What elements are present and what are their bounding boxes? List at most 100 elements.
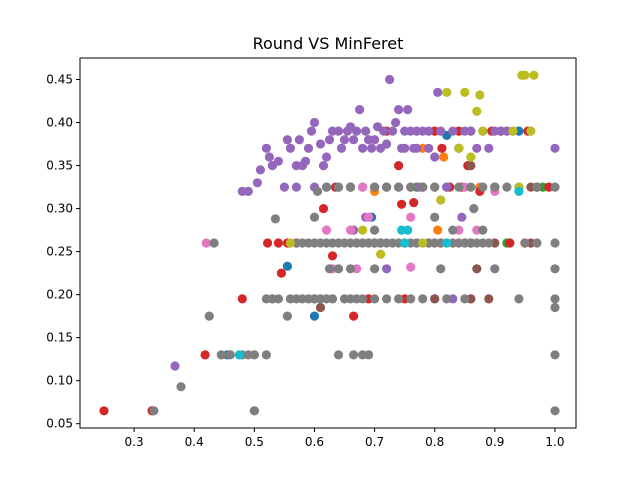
data-point — [358, 225, 368, 235]
data-point — [484, 238, 494, 248]
data-point — [505, 238, 515, 248]
data-point — [448, 126, 458, 136]
data-point — [442, 87, 452, 97]
data-point — [382, 294, 392, 304]
data-point — [170, 361, 180, 371]
data-point — [469, 204, 479, 214]
data-point — [303, 143, 314, 153]
data-point — [391, 117, 401, 128]
data-point — [367, 143, 377, 153]
data-point — [400, 143, 410, 153]
x-tick-label: 0.8 — [425, 435, 444, 449]
data-point — [526, 126, 536, 136]
x-tick-label: 0.7 — [365, 435, 384, 449]
data-point — [433, 87, 443, 97]
data-point — [532, 238, 542, 248]
data-point — [433, 225, 443, 235]
data-point — [294, 135, 304, 145]
data-point — [379, 126, 389, 136]
data-point — [282, 311, 292, 321]
data-point — [237, 294, 247, 304]
data-point — [327, 294, 338, 304]
data-point — [263, 238, 273, 248]
data-point — [255, 165, 265, 175]
y-tick-label: 0.45 — [46, 73, 73, 87]
data-point — [273, 156, 283, 166]
data-point — [327, 251, 338, 261]
data-point — [484, 143, 494, 153]
data-point — [382, 264, 392, 274]
data-point — [472, 264, 482, 274]
data-point — [490, 264, 500, 274]
data-point — [201, 238, 211, 248]
x-tick-label: 0.6 — [305, 435, 324, 449]
data-point — [216, 350, 226, 360]
data-point — [550, 238, 560, 248]
data-point — [312, 186, 323, 196]
plot-area-frame — [79, 57, 577, 429]
data-point — [279, 182, 289, 192]
data-point — [321, 152, 332, 162]
data-point — [460, 87, 470, 97]
data-point — [297, 161, 307, 171]
data-point — [315, 302, 326, 313]
data-point — [430, 212, 440, 222]
data-point — [321, 225, 332, 235]
data-point — [252, 178, 262, 188]
data-point — [430, 182, 440, 192]
data-point — [333, 182, 344, 192]
data-point — [475, 90, 485, 100]
data-point — [318, 204, 329, 214]
data-point — [309, 311, 320, 321]
data-point — [406, 262, 416, 272]
data-point — [225, 350, 235, 360]
data-point — [430, 152, 440, 162]
y-tick-label: 0.10 — [46, 374, 73, 388]
data-point — [394, 161, 404, 171]
data-point — [176, 382, 186, 392]
x-tick-label: 0.9 — [485, 435, 504, 449]
data-point — [478, 182, 488, 192]
data-point — [276, 268, 286, 278]
data-point — [282, 135, 292, 145]
data-point — [376, 249, 386, 259]
data-point — [472, 143, 482, 153]
data-point — [439, 152, 449, 162]
data-point — [466, 126, 476, 136]
data-point — [466, 152, 476, 162]
data-point — [333, 350, 344, 360]
data-point — [324, 264, 335, 274]
data-point — [550, 264, 560, 274]
data-point — [315, 139, 326, 149]
data-point — [282, 261, 292, 271]
data-point — [370, 135, 380, 145]
data-point — [370, 264, 380, 274]
data-point — [550, 182, 560, 192]
data-point — [270, 214, 280, 224]
data-point — [424, 143, 434, 153]
data-point — [442, 238, 452, 248]
data-point — [349, 135, 359, 145]
data-point — [466, 161, 476, 171]
data-point — [361, 126, 371, 136]
data-point — [532, 182, 542, 192]
x-tick-label: 0.3 — [125, 435, 144, 449]
data-point — [412, 143, 422, 153]
data-point — [430, 294, 440, 304]
data-point — [394, 294, 404, 304]
data-point — [209, 238, 219, 248]
data-point — [529, 70, 539, 80]
data-point — [99, 406, 109, 416]
data-point — [424, 126, 434, 136]
data-point — [364, 212, 374, 222]
data-point — [550, 302, 560, 313]
data-point — [306, 126, 317, 136]
data-point — [508, 126, 518, 136]
y-tick-label: 0.25 — [46, 245, 73, 259]
data-point — [200, 350, 210, 360]
data-point — [382, 139, 392, 149]
data-point — [321, 182, 332, 192]
data-point — [309, 117, 320, 128]
data-point — [285, 238, 295, 248]
